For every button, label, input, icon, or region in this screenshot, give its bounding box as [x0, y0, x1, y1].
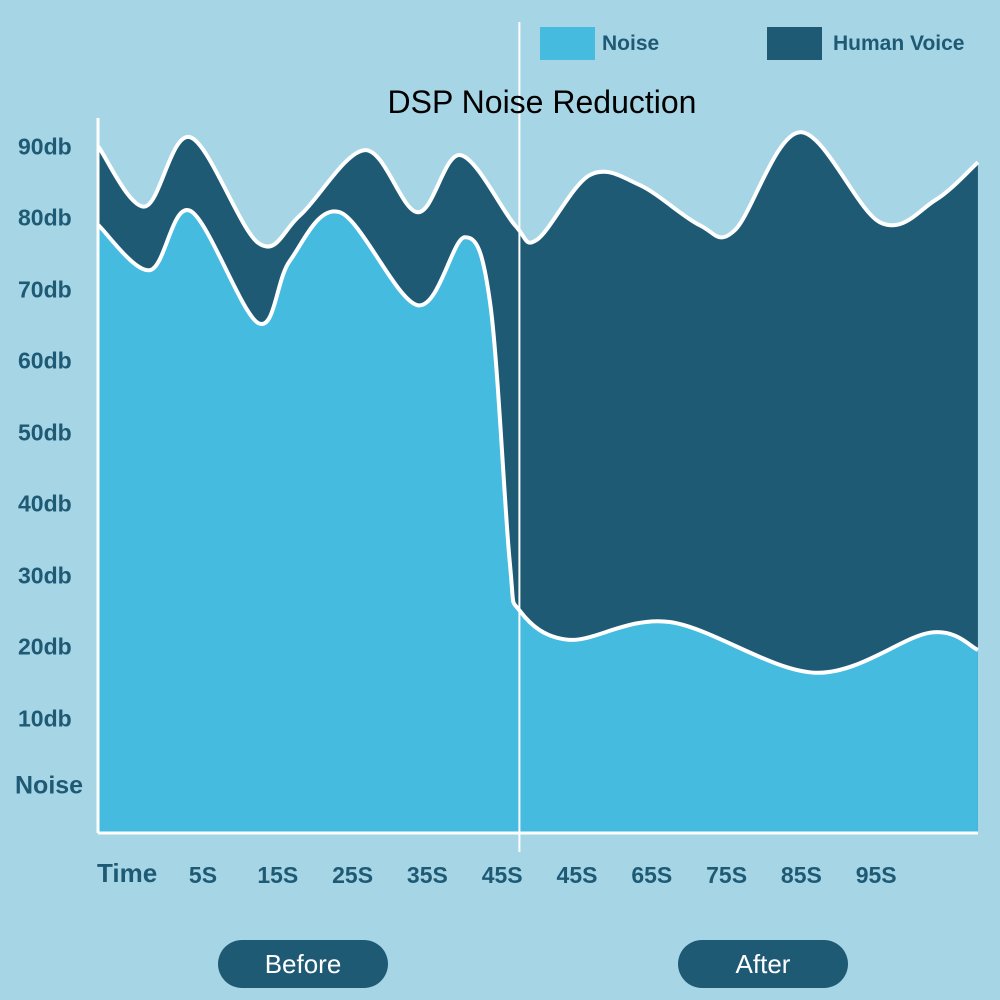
x-tick-label: 95S — [855, 862, 897, 888]
y-tick-label: 90db — [18, 133, 72, 159]
x-tick-label: 75S — [706, 862, 748, 888]
x-tick-label: 45S — [556, 862, 598, 888]
chart-title: DSP Noise Reduction — [387, 84, 697, 120]
legend-label-human-voice: Human Voice — [833, 32, 965, 55]
x-axis-label: Time — [97, 858, 158, 888]
y-tick-label: 60db — [18, 347, 72, 374]
y-tick-label: 20db — [18, 633, 72, 660]
legend-swatch-human-voice — [767, 27, 822, 60]
y-tick-label: 80db — [18, 204, 72, 231]
y-tick-label: 70db — [18, 276, 72, 302]
x-tick-label: 35S — [406, 862, 448, 888]
x-tick-label: 25S — [332, 862, 374, 888]
noise-area — [98, 210, 978, 833]
noise-line — [96, 208, 979, 675]
legend-swatch-noise — [540, 27, 595, 60]
legend-label-noise: Noise — [602, 32, 660, 55]
y-tick-label: 10db — [18, 705, 72, 731]
y-tick-label: 30db — [18, 562, 72, 588]
y-tick-label: 40db — [18, 490, 72, 517]
before-button[interactable]: Before — [218, 940, 388, 988]
x-tick-label: 65S — [631, 862, 673, 888]
x-tick-label: 85S — [780, 862, 822, 888]
y-tick-label: 50db — [18, 419, 72, 445]
y-axis-label: Noise — [15, 771, 84, 800]
x-tick-label: 5S — [188, 862, 218, 888]
after-button[interactable]: After — [678, 940, 848, 988]
x-tick-label: 15S — [257, 862, 299, 888]
x-tick-label: 45S — [481, 862, 523, 888]
